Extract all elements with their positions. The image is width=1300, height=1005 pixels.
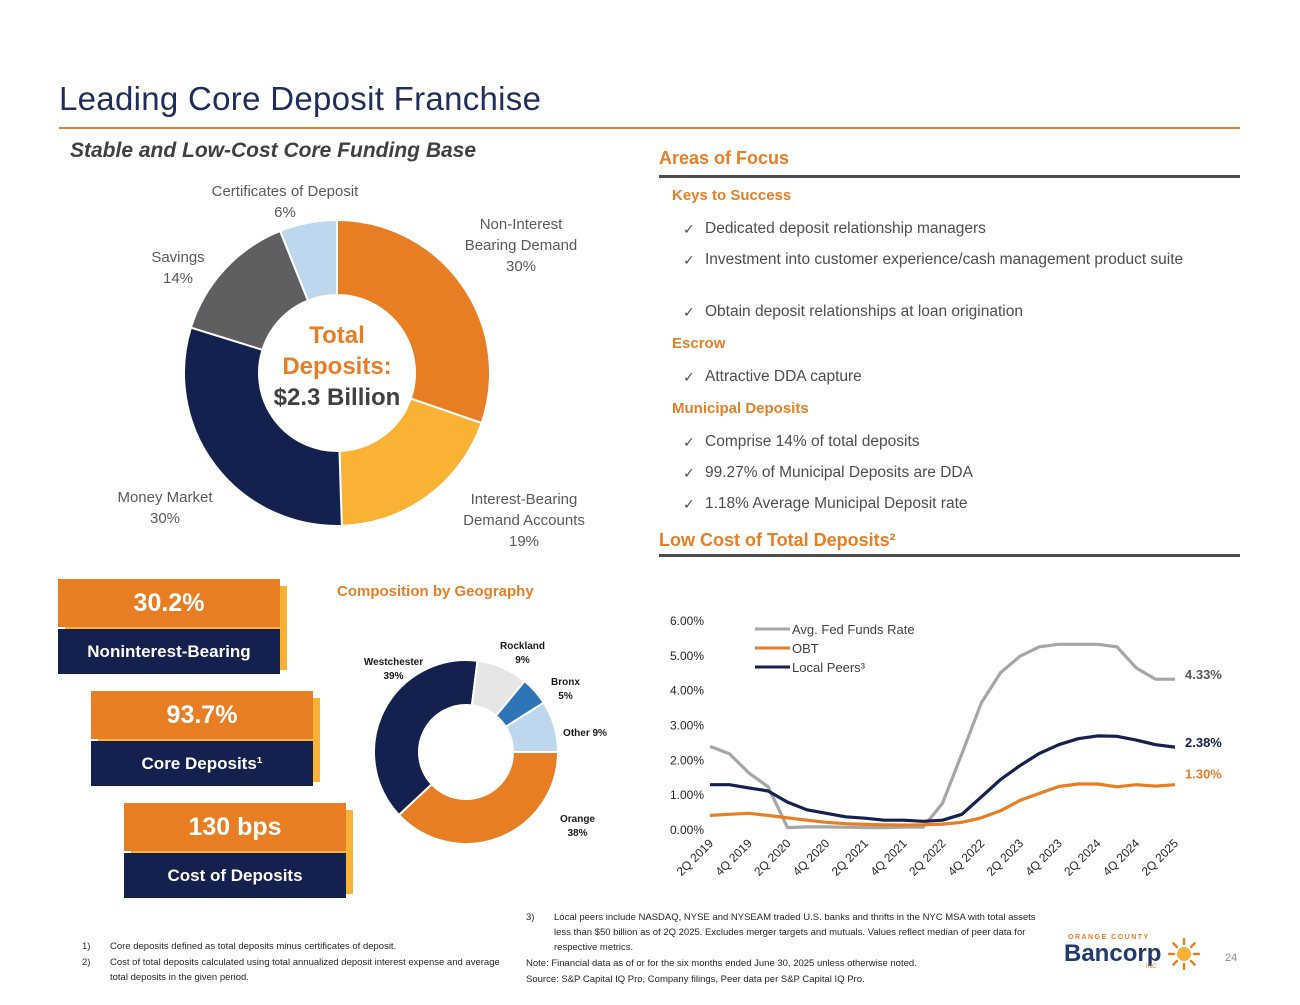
geo-label-westchester: Westchester 39%	[363, 657, 424, 682]
stat-noninterest-label: Noninterest-Bearing	[58, 629, 280, 674]
bullet-item: ✓ Attractive DDA capture	[683, 368, 862, 385]
checkmark-icon: ✓	[683, 369, 695, 385]
checkmark-icon: ✓	[683, 304, 695, 320]
x-tick-label: 2Q 2024	[1061, 836, 1104, 879]
slice-money-market	[183, 326, 343, 527]
slice-label-interest-bearing: Interest-Bearing Demand Accounts 19%	[463, 491, 585, 550]
stat-noninterest-value: 30.2%	[58, 579, 280, 627]
logo-name: Bancorp	[1064, 940, 1162, 967]
legend-label: Local Peers³	[792, 660, 866, 675]
y-tick-label: 0.00%	[670, 823, 704, 837]
series-line-obt	[709, 782, 1176, 827]
stat-cost-label: Cost of Deposits	[124, 853, 346, 898]
stat-core-deposits-label: Core Deposits¹	[91, 741, 313, 786]
x-tick-label: 2Q 2023	[984, 836, 1027, 879]
checkmark-icon: ✓	[683, 465, 695, 481]
logo-inc: INC	[1146, 964, 1157, 970]
bullet-item: ✓ Investment into customer experience/cas…	[683, 251, 1184, 268]
footnote-source: Source: S&P Capital IQ Pro, Company fili…	[526, 974, 865, 985]
slice-label-noninterest-bearing: Non-Interest Bearing Demand 30%	[464, 216, 578, 275]
footnote-note: Note: Financial data as of or for the si…	[526, 958, 917, 969]
y-tick-label: 4.00%	[670, 684, 704, 698]
series-end-label: 4.33%	[1185, 667, 1222, 682]
y-tick-label: 3.00%	[670, 719, 704, 733]
geo-slice-orange	[397, 751, 560, 845]
x-tick-label: 4Q 2022	[945, 836, 988, 879]
escrow-heading: Escrow	[672, 335, 726, 352]
checkmark-icon: ✓	[683, 434, 695, 450]
checkmark-icon: ✓	[683, 252, 695, 268]
x-tick-label: 4Q 2023	[1022, 836, 1065, 879]
geo-label-bronx: Bronx 5%	[551, 677, 580, 702]
company-logo: ORANGE COUNTY Bancorp INC	[1064, 934, 1204, 974]
cost-line-chart: 0.00% 1.00% 2.00% 3.00% 4.00% 5.00% 6.00% 2Q 2…	[670, 614, 1222, 879]
stat-cost-value: 130 bps	[124, 803, 346, 851]
stat-core-deposits-value: 93.7%	[91, 691, 313, 739]
keys-to-success-heading: Keys to Success	[672, 187, 792, 204]
x-tick-label: 2Q 2021	[829, 836, 872, 879]
x-tick-label: 2Q 2022	[906, 836, 949, 879]
section-divider	[659, 554, 1240, 557]
geo-label-orange: Orange 38%	[559, 814, 595, 839]
bullet-item: ✓ Comprise 14% of total deposits	[683, 433, 920, 450]
x-tick-label: 2Q 2025	[1139, 836, 1182, 879]
x-tick-label: 4Q 2020	[790, 836, 833, 879]
checkmark-icon: ✓	[683, 496, 695, 512]
slice-interest-bearing-demand-accounts	[338, 397, 483, 527]
sun-logo-icon	[1168, 938, 1200, 970]
bullet-item: ✓ Obtain deposit relationships at loan or…	[683, 303, 1023, 320]
x-tick-label: 2Q 2019	[674, 836, 717, 879]
footnote-2: 2) Cost of total deposits calculated usin…	[82, 957, 500, 983]
footnote-3: 3) Local peers include NASDAQ, NYSE and N…	[526, 912, 1036, 953]
donut-center-total: $2.3 Billion	[273, 384, 401, 411]
y-tick-label: 5.00%	[670, 649, 704, 663]
slice-non-interest-bearing-demand	[336, 218, 491, 425]
geo-slice-westchester	[373, 659, 479, 817]
donut-center-line2: Deposits:	[282, 353, 392, 380]
donut-center-line1: Total	[309, 322, 365, 349]
bullet-item: ✓ 1.18% Average Municipal Deposit rate	[683, 495, 968, 512]
series-end-label: 2.38%	[1185, 735, 1222, 750]
section-divider	[659, 175, 1240, 178]
low-cost-heading: Low Cost of Total Deposits²	[659, 530, 896, 550]
geo-slice-other	[504, 701, 560, 753]
bullet-item: ✓ 99.27% of Municipal Deposits are DDA	[683, 464, 973, 481]
footnote-1: 1) Core deposits defined as total deposit…	[82, 941, 397, 952]
slice-label-certificates: Certificates of Deposit 6%	[211, 183, 359, 221]
deposit-mix-donut	[183, 218, 491, 527]
title-divider	[59, 127, 1240, 129]
x-tick-label: 4Q 2024	[1100, 836, 1143, 879]
series-end-label: 1.30%	[1185, 767, 1222, 782]
legend-label: OBT	[792, 641, 819, 656]
y-tick-label: 6.00%	[670, 614, 704, 628]
x-tick-label: 2Q 2020	[751, 836, 794, 879]
x-tick-label: 4Q 2021	[867, 836, 910, 879]
geo-label-rockland: Rockland 9%	[499, 641, 545, 666]
logo-top-text: ORANGE COUNTY	[1068, 934, 1150, 941]
slice-label-savings: Savings 14%	[151, 249, 205, 287]
legend-label: Avg. Fed Funds Rate	[792, 622, 915, 637]
series-line-local-peers	[710, 734, 1176, 823]
deposit-mix-subtitle: Stable and Low-Cost Core Funding Base	[70, 139, 477, 162]
checkmark-icon: ✓	[683, 221, 695, 237]
municipal-deposits-heading: Municipal Deposits	[672, 400, 809, 417]
areas-of-focus-heading: Areas of Focus	[659, 148, 790, 168]
slice-certificates-of-deposit	[278, 218, 338, 302]
bullet-item: ✓ Dedicated deposit relationship managers	[683, 220, 986, 237]
series-line-avg-fed-funds-rate	[709, 642, 1175, 830]
y-tick-label: 1.00%	[670, 788, 704, 802]
geography-donut	[373, 659, 560, 845]
y-tick-label: 2.00%	[670, 753, 704, 767]
page-number: 24	[1225, 952, 1238, 964]
page-title: Leading Core Deposit Franchise	[59, 80, 542, 117]
geo-label-other: Other 9%	[563, 728, 607, 739]
slice-label-money-market: Money Market 30%	[117, 489, 213, 527]
x-tick-label: 4Q 2019	[712, 836, 755, 879]
geography-title: Composition by Geography	[337, 583, 534, 600]
